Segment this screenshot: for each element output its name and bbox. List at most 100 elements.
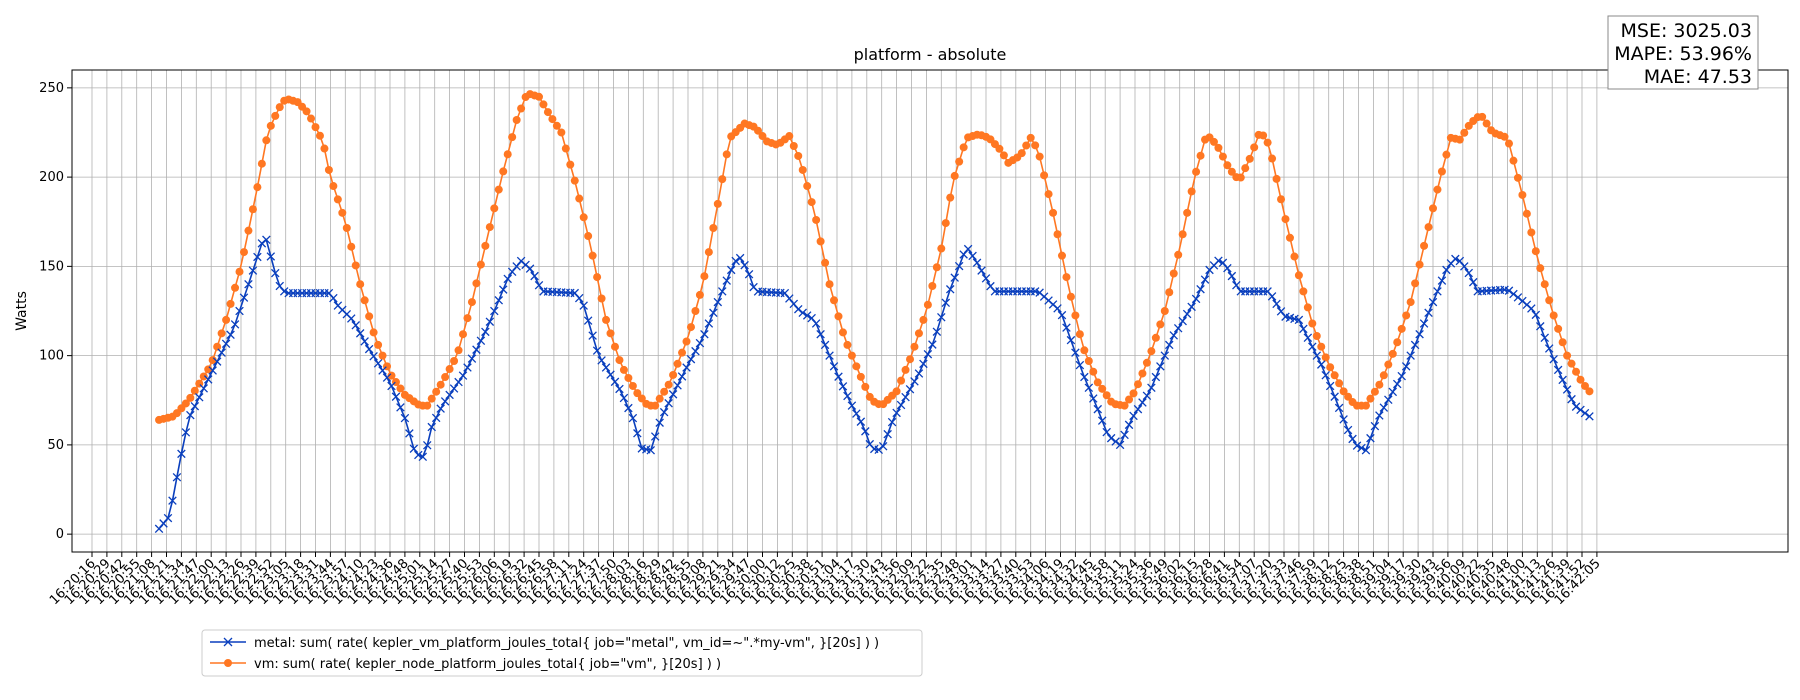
data-point: [602, 315, 611, 324]
data-point: [1071, 348, 1080, 357]
data-point: [668, 390, 678, 399]
legend-label: metal: sum( rate( kepler_vm_platform_jou…: [254, 636, 879, 651]
data-point: [1321, 371, 1330, 380]
data-point: [597, 356, 606, 365]
data-point: [1437, 167, 1446, 176]
data-point: [1567, 394, 1576, 404]
data-point: [1129, 389, 1138, 398]
data-point: [1375, 380, 1384, 389]
data-point: [485, 317, 495, 326]
data-point: [423, 401, 432, 410]
data-point: [843, 391, 852, 401]
data-point: [436, 404, 445, 413]
data-point: [1281, 215, 1290, 224]
data-point: [1053, 230, 1062, 239]
data-point: [463, 363, 472, 372]
data-point: [463, 314, 472, 323]
data-point: [302, 107, 311, 116]
data-point: [1285, 233, 1294, 242]
data-point: [1227, 271, 1237, 281]
data-point: [226, 299, 235, 308]
mse-text: MSE: 3025.03: [1621, 20, 1752, 42]
data-point: [1232, 280, 1241, 290]
data-point: [1017, 149, 1026, 158]
data-point: [1250, 143, 1259, 152]
data-point: [941, 298, 951, 308]
data-point: [1106, 433, 1116, 443]
data-point: [838, 382, 848, 391]
data-point: [1361, 401, 1370, 410]
data-point: [1133, 404, 1143, 414]
data-point: [1165, 288, 1174, 297]
data-point: [646, 445, 656, 455]
data-point: [802, 311, 812, 320]
data-point: [1562, 385, 1572, 394]
data-point: [1160, 351, 1170, 360]
data-point: [919, 359, 928, 369]
data-point: [847, 351, 856, 360]
data-point: [820, 340, 830, 350]
data-point: [307, 114, 316, 123]
data-point: [1433, 287, 1442, 296]
data-point: [1500, 132, 1509, 141]
data-point: [1035, 152, 1044, 161]
data-point: [678, 348, 687, 357]
data-point: [1563, 351, 1572, 360]
y-tick-label: 50: [47, 438, 64, 453]
data-point: [449, 384, 459, 393]
data-point: [414, 450, 423, 460]
data-point: [1531, 247, 1540, 256]
data-point: [682, 337, 691, 346]
data-point: [910, 342, 919, 351]
data-point: [1182, 309, 1192, 319]
data-point: [1223, 263, 1232, 273]
data-point: [1156, 362, 1165, 371]
data-point: [673, 381, 682, 390]
data-point: [432, 387, 441, 396]
data-point: [1080, 346, 1089, 355]
data-point: [275, 103, 284, 112]
data-point: [177, 449, 186, 459]
data-point: [1522, 209, 1531, 218]
legend-marker: [224, 659, 232, 667]
data-point: [1544, 344, 1554, 353]
data-point: [1384, 360, 1393, 369]
data-point: [1102, 391, 1111, 400]
data-point: [1370, 387, 1379, 396]
data-point: [168, 496, 177, 505]
data-point: [606, 370, 615, 379]
series-area: [154, 90, 1594, 534]
data-point: [1147, 347, 1156, 356]
data-point: [1173, 323, 1183, 333]
data-point: [508, 133, 517, 142]
data-point: [856, 417, 866, 426]
data-point: [1330, 392, 1339, 401]
data-point: [1419, 319, 1429, 328]
data-point: [212, 357, 222, 366]
data-point: [534, 280, 544, 290]
mape-text: MAPE: 53.96%: [1614, 43, 1752, 65]
data-point: [1392, 379, 1402, 389]
data-point: [311, 123, 320, 132]
data-point: [498, 285, 508, 294]
data-point: [861, 427, 870, 436]
data-point: [355, 329, 365, 338]
data-point: [1316, 360, 1326, 369]
data-point: [1075, 330, 1084, 339]
data-point: [1325, 381, 1335, 391]
data-point: [1553, 365, 1563, 375]
data-point: [1209, 137, 1218, 146]
data-point: [861, 382, 870, 391]
data-point: [651, 401, 660, 410]
data-point: [1218, 152, 1227, 161]
data-point: [1406, 298, 1415, 307]
data-point: [333, 195, 342, 204]
data-point: [905, 384, 915, 394]
data-point: [543, 108, 552, 117]
data-point: [356, 280, 365, 289]
data-point: [1191, 294, 1201, 304]
data-point: [1308, 319, 1317, 328]
data-point: [1057, 310, 1067, 320]
data-point: [847, 401, 857, 410]
data-point: [718, 287, 727, 296]
